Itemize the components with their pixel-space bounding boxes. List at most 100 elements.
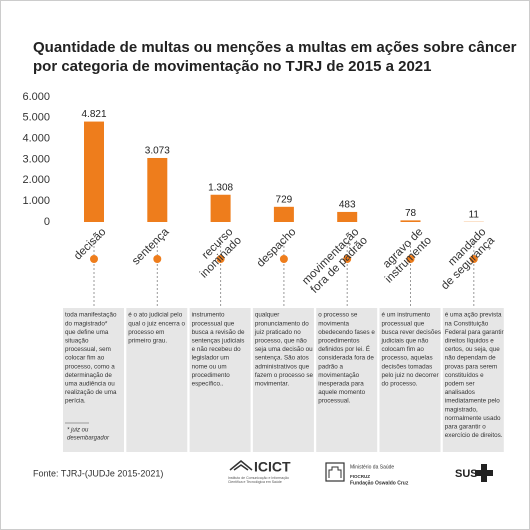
- marker-dot: [469, 255, 478, 263]
- description-text: na Constituição: [445, 320, 489, 327]
- description-text: pelo juiz no decorrer: [382, 372, 439, 379]
- description-text: colocar fim ao: [65, 355, 105, 362]
- description-text: juiz praticado no: [254, 329, 301, 336]
- description-text: exercício de direitos.: [445, 432, 503, 439]
- description-box: [63, 308, 124, 452]
- description-text: qualquer: [255, 312, 280, 319]
- description-text: determinação de: [65, 372, 112, 379]
- description-text: podem ser: [445, 380, 475, 387]
- y-tick-label: 0: [44, 216, 50, 228]
- description-text: sentenças judiciais: [192, 337, 245, 344]
- y-tick-label: 5.000: [22, 112, 50, 124]
- description-text: processual.: [318, 398, 350, 405]
- description-text: obedecendo fases e: [318, 329, 375, 336]
- marker-dot: [406, 255, 415, 263]
- description-text: do processo.: [382, 380, 418, 387]
- description-text: para garantir o: [445, 423, 486, 430]
- y-tick-label: 3.000: [22, 153, 50, 165]
- description-text: qual o juiz encerra o: [128, 320, 185, 327]
- value-label: 11: [469, 209, 480, 220]
- chart-title: Quantidade de multas ou menções a multas…: [33, 39, 517, 75]
- description-text: situação: [65, 337, 89, 344]
- description-text: o processo se: [318, 312, 358, 319]
- description-text: primeiro grau.: [128, 337, 167, 344]
- value-label: 3.073: [145, 146, 170, 157]
- description-text: legislador um: [192, 355, 229, 362]
- description-text: específico..: [192, 380, 224, 387]
- description-box: [189, 308, 251, 452]
- description-text: é um instrumento: [382, 312, 431, 319]
- bar: [273, 206, 294, 222]
- description-text: processo, que não: [255, 337, 307, 344]
- description-text: perícia.: [65, 398, 86, 405]
- value-label: 483: [339, 200, 356, 211]
- ministerio: Ministério da Saúde: [350, 464, 394, 470]
- icict-sub: Científica e Tecnológica em Saúde: [228, 480, 282, 484]
- description-text: sentença. São atos: [255, 355, 309, 362]
- description-text: e não recebeu do: [192, 346, 242, 353]
- description-text: magistrado,: [445, 406, 478, 413]
- description-text: toda manifestação: [65, 312, 117, 319]
- description-text: imediatamente pelo: [445, 398, 500, 405]
- description-text: processual que: [382, 320, 425, 327]
- description-box: [316, 308, 378, 452]
- description-box: [252, 308, 314, 452]
- marker-dot: [343, 255, 352, 263]
- description-box: [126, 308, 188, 452]
- description-text: seja uma decisão ou: [255, 346, 313, 353]
- fiocruz-sub: Fundação Oswaldo Cruz: [350, 480, 409, 486]
- y-tick-label: 1.000: [22, 195, 50, 207]
- description-text: padrão a: [318, 363, 343, 370]
- description-text: busca rever decisões: [382, 329, 442, 336]
- description-text: judiciais que não: [381, 337, 429, 344]
- bar: [84, 121, 104, 222]
- description-text: procedimentos: [318, 337, 359, 344]
- description-text: certos, ou seja, que: [445, 346, 500, 353]
- description-text: é o ato judicial pelo: [128, 312, 182, 319]
- description-text: movimentar.: [255, 380, 290, 387]
- sus-name: SUS: [455, 468, 478, 480]
- value-label: 4.821: [81, 109, 106, 120]
- description-text: processual, sem: [65, 346, 111, 353]
- description-text: que define uma: [65, 329, 109, 336]
- description-text: busca a revisão de: [192, 329, 245, 336]
- description-text: processual que: [192, 320, 235, 327]
- marker-dot: [153, 255, 162, 263]
- description-text: normalmente usado: [445, 415, 501, 422]
- icict-icon: [229, 460, 253, 471]
- description-text: é uma ação prevista: [445, 312, 502, 319]
- footnote: desembargador: [67, 436, 110, 442]
- value-label: 78: [405, 208, 417, 219]
- description-text: processo, aquelas: [382, 355, 433, 362]
- description-text: realização de uma: [65, 389, 117, 396]
- description-text: Federal para garantir: [445, 329, 504, 336]
- y-tick-label: 2.000: [22, 174, 50, 186]
- bar: [337, 211, 358, 222]
- y-tick-label: 6.000: [22, 91, 50, 103]
- description-text: movimentação: [318, 372, 359, 379]
- value-label: 1.308: [208, 182, 233, 193]
- description-text: movimenta: [318, 320, 349, 327]
- description-text: uma audiência ou: [65, 380, 115, 387]
- description-box: [379, 308, 441, 452]
- icict-name: ICICT: [254, 459, 291, 475]
- source: Fonte: TJRJ-(JUDJe 2015-2021): [33, 468, 163, 478]
- description-text: inesperada para: [318, 380, 364, 387]
- bar: [210, 194, 231, 222]
- fiocruz-icon: [328, 466, 342, 478]
- description-text: decisões tomadas: [382, 363, 433, 370]
- bar: [400, 220, 421, 222]
- description-text: definidos por lei. É: [318, 344, 370, 353]
- description-text: não dependam de: [445, 355, 496, 362]
- description-text: processo em: [128, 329, 164, 336]
- description-text: nome ou um: [192, 363, 227, 370]
- description-text: direitos líquidos e: [445, 337, 495, 344]
- description-text: instrumento: [192, 312, 225, 319]
- description-box: [442, 308, 504, 452]
- marker-dot: [90, 255, 98, 263]
- y-tick-label: 4.000: [22, 133, 50, 145]
- description-text: colocam fim ao: [382, 346, 425, 353]
- description-text: do magistrado*: [65, 320, 108, 327]
- description-text: fazem o processo se: [255, 372, 314, 379]
